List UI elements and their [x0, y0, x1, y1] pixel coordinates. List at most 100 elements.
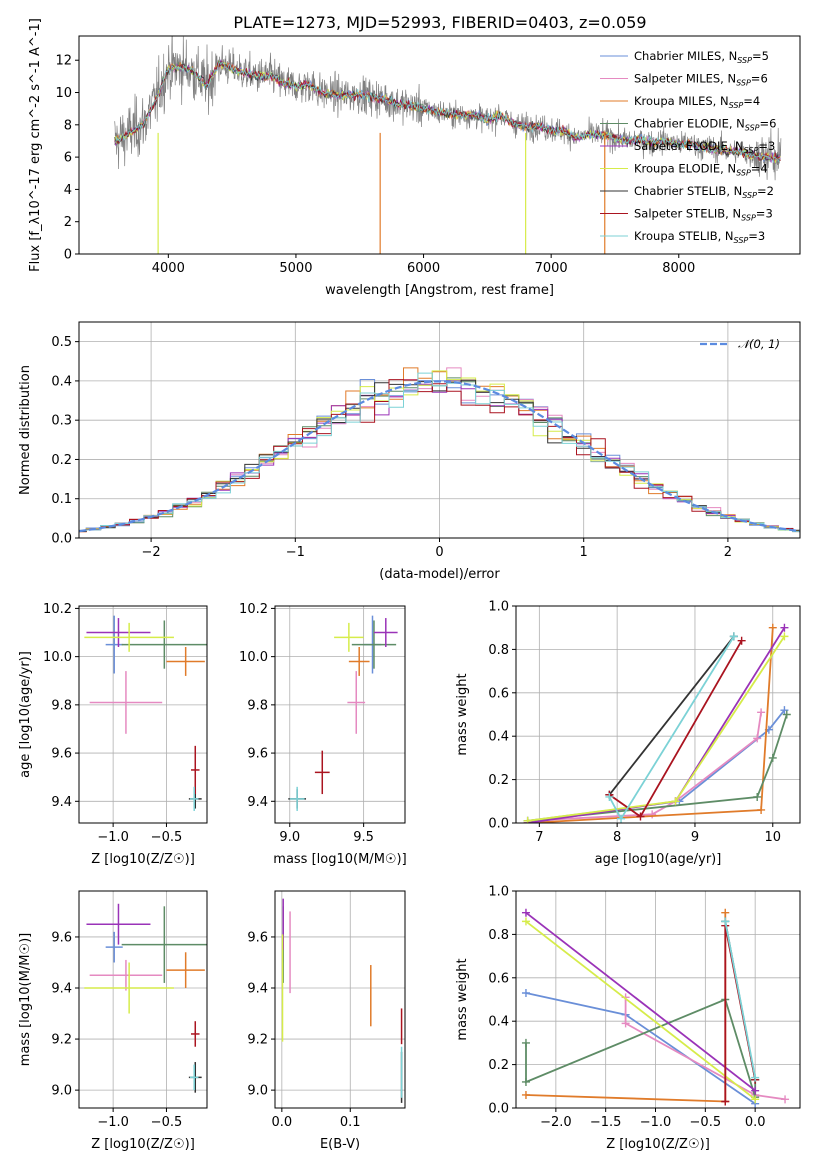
weight-marker — [521, 988, 530, 997]
x-tick-label: 0.1 — [340, 1115, 361, 1130]
weight-marker — [721, 908, 730, 917]
y-tick-label: 9.0 — [247, 1084, 268, 1099]
x-tick-label: 8 — [613, 830, 621, 845]
y-tick-label: 9.4 — [247, 795, 268, 810]
plot-area-age_vs_Z — [84, 615, 207, 811]
weight-line-4 — [527, 627, 786, 823]
x-axis-label: (data-model)/error — [379, 567, 500, 582]
y-tick-label: 1.0 — [488, 885, 509, 900]
y-axis-label: Flux [f_λ10^-17 erg cm^-2 s^-1 A^-1] — [28, 18, 43, 272]
y-tick-label: 0.2 — [51, 453, 72, 468]
y-tick-label: 9.6 — [247, 930, 268, 945]
chart-weight_vs_age: 7 8 9 10 0.0 0.2 0.4 0.6 0.8 1.0 age [log10(age/yr… — [455, 600, 801, 867]
errorbar-point-4 — [373, 618, 398, 647]
y-tick-label: 9.0 — [51, 1084, 72, 1099]
plot-area-weight_vs_Z — [521, 908, 790, 1108]
weight-marker — [751, 1086, 760, 1095]
x-tick-label: −0.5 — [151, 1115, 183, 1130]
x-axis-label: Z [log10(Z/Z☉)] — [91, 1137, 195, 1152]
weight-marker — [780, 632, 789, 641]
weight-marker — [751, 1073, 760, 1082]
y-tick-label: 1.0 — [488, 600, 509, 615]
figure-title: PLATE=1273, MJD=52993, FIBERID=0403, z=0… — [233, 13, 646, 32]
x-tick-label: 0.0 — [271, 1115, 292, 1130]
errorbar-point-4 — [86, 903, 151, 945]
x-tick-label: 10 — [764, 830, 781, 845]
weight-marker — [781, 1095, 790, 1104]
y-axis-label: mass [log10(M/M☉)] — [18, 933, 33, 1066]
y-tick-label: 9.2 — [247, 1033, 268, 1048]
errorbar-point-2 — [348, 646, 370, 676]
y-axis-label: mass weight — [455, 958, 470, 1040]
plot-area-mass_vs_EBV — [281, 898, 403, 1103]
weight-marker — [782, 710, 791, 719]
weight-line-4 — [525, 911, 756, 1092]
axes-frame — [515, 890, 801, 1109]
x-axis-label: mass [log10(M/M☉)] — [273, 852, 406, 867]
errorbar-point-3 — [121, 906, 207, 983]
x-tick-label: −1.0 — [97, 1115, 129, 1130]
y-tick-label: 0.4 — [488, 730, 509, 745]
y-axis-label: Normed distribution — [18, 365, 33, 495]
weight-marker — [780, 623, 789, 632]
legend-label: Salpeter MILES, NSSP=6 — [634, 72, 768, 88]
x-tick-label: −2 — [142, 545, 161, 560]
y-tick-label: 0.3 — [51, 414, 72, 429]
y-tick-label: 6 — [64, 151, 72, 166]
histogram-5 — [79, 370, 800, 532]
y-tick-label: 0.2 — [488, 773, 509, 788]
weight-marker — [780, 706, 789, 715]
weight-marker — [737, 636, 746, 645]
axes-frame — [78, 890, 208, 1109]
weight-marker — [636, 812, 645, 821]
weight-marker — [521, 917, 530, 926]
weight-marker — [753, 734, 762, 743]
legend-label: Chabrier STELIB, NSSP=2 — [634, 184, 774, 200]
chart-age_vs_Z: −1.0 −0.5 9.4 9.6 9.8 10.0 10.2 Z [log10(Z/Z☉)]… — [18, 602, 208, 867]
weight-marker — [605, 792, 614, 801]
normal-curve — [79, 380, 800, 533]
errorbar-point-3 — [351, 620, 397, 669]
y-tick-label: 0.6 — [488, 971, 509, 986]
legend-label: Kroupa ELODIE, NSSP=4 — [634, 162, 768, 178]
x-tick-label: 7000 — [535, 261, 568, 276]
y-tick-label: 9.6 — [51, 747, 72, 762]
errorbar-point-7 — [191, 745, 200, 795]
weight-marker — [721, 917, 730, 926]
x-axis-label: age [log10(age/yr)] — [595, 852, 722, 867]
errorbar-point-5 — [84, 962, 174, 1014]
weight-marker — [757, 805, 766, 814]
x-axis-label: wavelength [Angstrom, rest frame] — [325, 283, 554, 298]
plot-area-spectrum — [114, 36, 782, 254]
weight-marker — [523, 816, 532, 823]
errorbar-point-7 — [314, 750, 330, 795]
chart-spectrum: 4000 5000 6000 7000 8000 0 2 4 6 8 10 12 wavelength … — [28, 18, 801, 298]
x-axis-label: E(B-V) — [320, 1137, 360, 1152]
errorbar-point-3 — [121, 620, 207, 669]
x-tick-label: 9.0 — [279, 830, 300, 845]
x-axis-label: Z [log10(Z/Z☉)] — [91, 852, 195, 867]
weight-marker — [751, 1095, 760, 1104]
weight-marker — [721, 1097, 730, 1106]
y-tick-label: 9.4 — [51, 795, 72, 810]
weight-marker — [757, 708, 766, 717]
axes-frame — [78, 35, 801, 255]
legend-label: Chabrier MILES, NSSP=5 — [634, 49, 769, 65]
errorbar-point-1 — [89, 959, 163, 991]
weight-line-6 — [608, 635, 735, 796]
weight-marker — [617, 814, 626, 823]
x-tick-label: −1.5 — [590, 1115, 622, 1130]
chart-residuals: −2 −1 0 1 2 0.0 0.1 0.2 0.3 0.4 0.5 (data-model)/er… — [18, 321, 801, 582]
errorbar-point-5 — [84, 622, 174, 652]
legend-label: Salpeter ELODIE, NSSP=3 — [634, 139, 775, 155]
x-tick-label: 5000 — [279, 261, 312, 276]
errorbar-point-2 — [166, 952, 205, 989]
y-axis-label: age [log10(age/yr)] — [18, 651, 33, 778]
errorbar-point-7 — [191, 1021, 200, 1047]
weight-line-8 — [608, 635, 735, 821]
x-tick-label: 6000 — [407, 261, 440, 276]
y-tick-label: 4 — [64, 183, 72, 198]
y-tick-label: 10.0 — [43, 650, 72, 665]
chart-mass_vs_Z: −1.0 −0.5 9.0 9.2 9.4 9.6 Z [log10(Z/Z☉)] mass … — [18, 890, 208, 1152]
